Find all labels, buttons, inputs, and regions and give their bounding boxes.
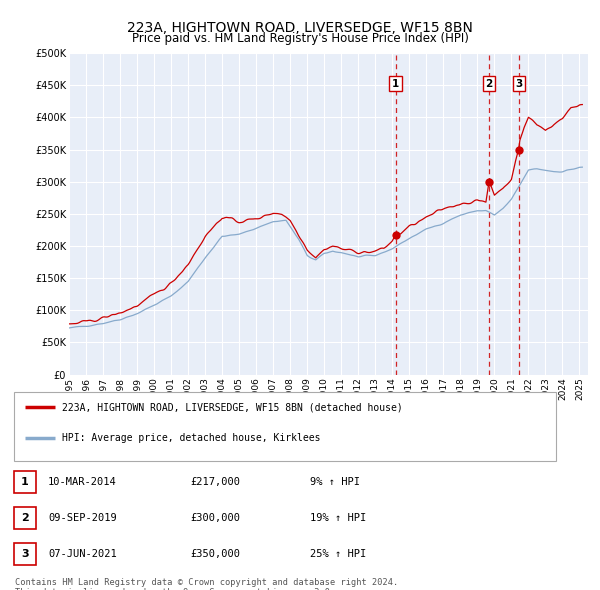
Text: 9% ↑ HPI: 9% ↑ HPI [310,477,360,487]
FancyBboxPatch shape [14,471,36,493]
Text: 25% ↑ HPI: 25% ↑ HPI [310,549,366,559]
Text: £217,000: £217,000 [190,477,240,487]
Text: 223A, HIGHTOWN ROAD, LIVERSEDGE, WF15 8BN (detached house): 223A, HIGHTOWN ROAD, LIVERSEDGE, WF15 8B… [62,402,403,412]
FancyBboxPatch shape [14,543,36,565]
Text: HPI: Average price, detached house, Kirklees: HPI: Average price, detached house, Kirk… [62,434,320,444]
Text: £350,000: £350,000 [190,549,240,559]
Text: 1: 1 [21,477,29,487]
Text: 10-MAR-2014: 10-MAR-2014 [48,477,117,487]
FancyBboxPatch shape [14,392,556,461]
Text: Contains HM Land Registry data © Crown copyright and database right 2024.
This d: Contains HM Land Registry data © Crown c… [15,578,398,590]
Text: £300,000: £300,000 [190,513,240,523]
Text: 19% ↑ HPI: 19% ↑ HPI [310,513,366,523]
Text: 2: 2 [485,78,493,88]
Text: 1: 1 [392,78,399,88]
Text: 3: 3 [515,78,523,88]
Text: 223A, HIGHTOWN ROAD, LIVERSEDGE, WF15 8BN: 223A, HIGHTOWN ROAD, LIVERSEDGE, WF15 8B… [127,21,473,35]
Text: 07-JUN-2021: 07-JUN-2021 [48,549,117,559]
Text: 2: 2 [21,513,29,523]
Text: Price paid vs. HM Land Registry's House Price Index (HPI): Price paid vs. HM Land Registry's House … [131,32,469,45]
FancyBboxPatch shape [14,507,36,529]
Text: 09-SEP-2019: 09-SEP-2019 [48,513,117,523]
Text: 3: 3 [21,549,29,559]
